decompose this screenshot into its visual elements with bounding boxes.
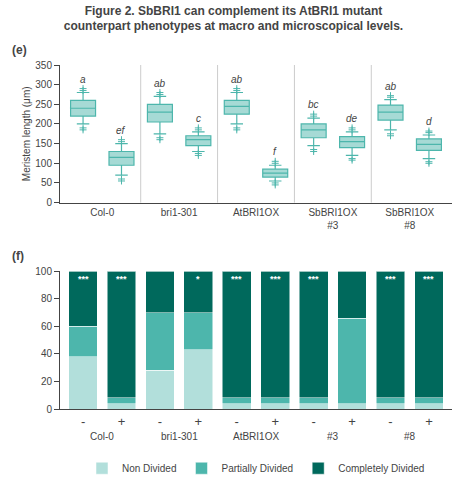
- svg-text:40: 40: [41, 348, 53, 359]
- svg-text:Meristem length (μm): Meristem length (μm): [21, 86, 32, 181]
- svg-text:*: *: [196, 274, 200, 284]
- svg-text:Completely Divided: Completely Divided: [338, 463, 424, 474]
- svg-text:350: 350: [35, 60, 52, 71]
- svg-text:ab: ab: [385, 81, 397, 92]
- svg-text:ab: ab: [154, 78, 166, 89]
- svg-text:100: 100: [35, 158, 52, 169]
- svg-text:a: a: [80, 74, 86, 85]
- svg-text:***: ***: [270, 274, 281, 284]
- svg-text:+: +: [425, 414, 433, 429]
- svg-text:SbBRI1OX#8: SbBRI1OX#8: [385, 207, 434, 231]
- svg-text:+: +: [348, 414, 356, 429]
- svg-text:SbBRI1OX#3: SbBRI1OX#3: [308, 207, 357, 231]
- svg-text:50: 50: [41, 177, 53, 188]
- svg-text:-: -: [158, 414, 162, 429]
- svg-text:***: ***: [231, 274, 242, 284]
- svg-text:ab: ab: [231, 74, 243, 85]
- svg-text:-: -: [235, 414, 239, 429]
- svg-text:80: 80: [41, 293, 53, 304]
- svg-text:Col-0: Col-0: [90, 207, 114, 218]
- svg-text:de: de: [346, 113, 358, 124]
- svg-text:c: c: [196, 113, 201, 124]
- svg-text:-: -: [81, 414, 85, 429]
- svg-text:-: -: [311, 414, 315, 429]
- svg-text:250: 250: [35, 99, 52, 110]
- svg-text:ef: ef: [116, 125, 126, 136]
- svg-text:f: f: [273, 146, 277, 157]
- svg-text:bri1-301: bri1-301: [161, 431, 198, 442]
- svg-text:+: +: [118, 414, 126, 429]
- svg-text:***: ***: [423, 274, 434, 284]
- svg-text:0: 0: [46, 404, 52, 415]
- svg-text:bri1-301: bri1-301: [161, 207, 198, 218]
- svg-text:-: -: [388, 414, 392, 429]
- svg-text:#8: #8: [404, 431, 416, 442]
- svg-text:20: 20: [41, 376, 53, 387]
- svg-text:Col-0: Col-0: [90, 431, 114, 442]
- svg-text:(f): (f): [12, 249, 24, 263]
- svg-text:+: +: [271, 414, 279, 429]
- svg-text:Partially Divided: Partially Divided: [221, 463, 293, 474]
- svg-text:300: 300: [35, 79, 52, 90]
- svg-text:Figure 2. SbBRI1 can complemen: Figure 2. SbBRI1 can complement its AtBR…: [64, 4, 403, 34]
- svg-text:***: ***: [308, 274, 319, 284]
- svg-text:Non Divided: Non Divided: [122, 463, 176, 474]
- svg-text:***: ***: [385, 274, 396, 284]
- svg-text:AtBRI1OX: AtBRI1OX: [233, 207, 279, 218]
- svg-text:bc: bc: [308, 99, 319, 110]
- svg-text:200: 200: [35, 118, 52, 129]
- svg-text:+: +: [195, 414, 203, 429]
- svg-text:150: 150: [35, 138, 52, 149]
- svg-text:0: 0: [46, 197, 52, 208]
- svg-text:#3: #3: [327, 431, 339, 442]
- svg-text:(e): (e): [12, 43, 27, 57]
- svg-text:100: 100: [35, 266, 52, 277]
- svg-text:60: 60: [41, 321, 53, 332]
- svg-text:AtBRI1OX: AtBRI1OX: [233, 431, 279, 442]
- svg-text:d: d: [426, 116, 432, 127]
- svg-text:***: ***: [116, 274, 127, 284]
- svg-text:***: ***: [78, 274, 89, 284]
